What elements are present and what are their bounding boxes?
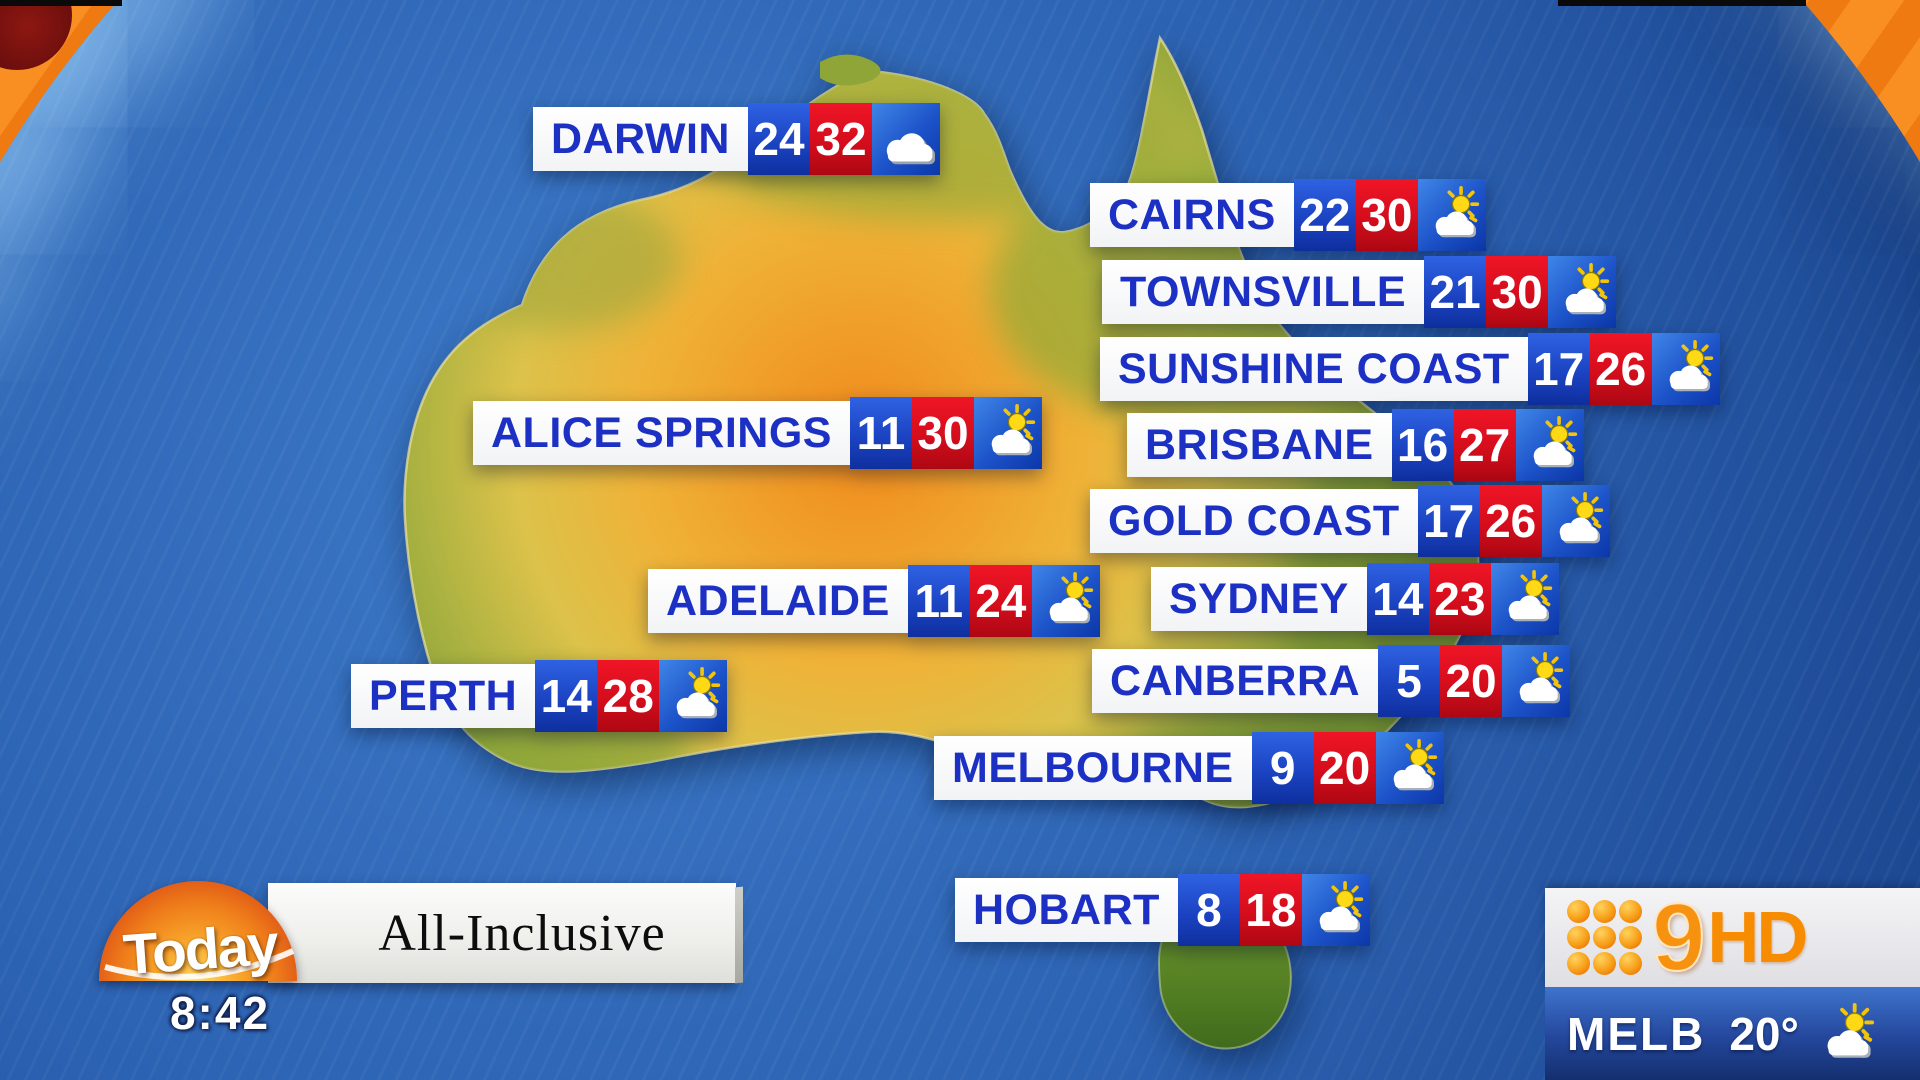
min-temp: 5 — [1378, 645, 1441, 717]
max-temp: 32 — [809, 103, 872, 175]
max-temp: 27 — [1453, 409, 1516, 481]
clock: 8:42 — [169, 987, 271, 1039]
sun-cloud-icon — [1301, 874, 1370, 946]
local-temperature: 20° — [1729, 1007, 1799, 1060]
today-show-logo: Today — [99, 881, 297, 987]
city-name: DARWIN — [533, 107, 748, 171]
city-name: ADELAIDE — [648, 569, 908, 633]
max-temp: 30 — [912, 397, 974, 469]
min-temp: 22 — [1293, 179, 1356, 251]
max-temp: 30 — [1486, 256, 1549, 328]
tiwi-islands — [820, 54, 881, 86]
screen-edge-artifact — [1558, 0, 1806, 6]
nine-dots-icon — [1567, 900, 1642, 975]
city-name: CANBERRA — [1092, 649, 1379, 713]
city-name: SUNSHINE COAST — [1100, 337, 1528, 401]
weather-label-brisbane: BRISBANE 16 27 — [1127, 409, 1584, 481]
sun-cloud-icon — [1031, 565, 1100, 637]
sun-cloud-icon — [659, 660, 728, 732]
sun-cloud-icon — [1541, 485, 1610, 557]
min-temp: 14 — [535, 660, 598, 732]
city-name: SYDNEY — [1151, 567, 1367, 631]
sun-cloud-icon — [1490, 563, 1559, 635]
min-temp: 17 — [1527, 333, 1590, 405]
weather-label-perth: PERTH 14 28 — [351, 660, 728, 732]
weather-label-darwin: DARWIN 24 32 — [533, 103, 940, 175]
program-banner: All-Inclusive — [268, 883, 736, 983]
sun-cloud-icon — [1417, 179, 1486, 251]
weather-label-adelaide: ADELAIDE 11 24 — [648, 565, 1100, 637]
weather-label-sunshine-coast: SUNSHINE COAST 17 26 — [1100, 333, 1720, 405]
sun-cloud-icon — [1375, 732, 1444, 804]
weather-label-sydney: SYDNEY 14 23 — [1151, 563, 1559, 635]
max-temp: 26 — [1479, 485, 1542, 557]
city-name: GOLD COAST — [1090, 489, 1418, 553]
local-city-label: MELB — [1567, 1007, 1706, 1060]
min-temp: 11 — [907, 565, 970, 637]
hd-badge: HD — [1707, 897, 1808, 978]
max-temp: 20 — [1313, 732, 1376, 804]
city-name: BRISBANE — [1127, 413, 1392, 477]
sun-cloud-icon — [1651, 333, 1720, 405]
min-temp: 11 — [850, 397, 912, 469]
today-logo-swoosh — [104, 948, 295, 980]
min-temp: 16 — [1391, 409, 1454, 481]
weather-label-melbourne: MELBOURNE 9 20 — [934, 732, 1444, 804]
max-temp: 28 — [597, 660, 660, 732]
city-name: CAIRNS — [1090, 183, 1294, 247]
banner-title: All-Inclusive — [378, 904, 666, 962]
min-temp: 8 — [1177, 874, 1240, 946]
max-temp: 26 — [1589, 333, 1652, 405]
city-name: PERTH — [351, 664, 536, 728]
city-name: HOBART — [955, 878, 1178, 942]
weather-label-townsville: TOWNSVILLE 21 30 — [1102, 256, 1617, 328]
weather-label-hobart: HOBART 8 18 — [955, 874, 1370, 946]
max-temp: 24 — [969, 565, 1032, 637]
sun-cloud-icon — [1548, 256, 1617, 328]
channel-9hd-panel: 9 HD — [1545, 888, 1920, 987]
sun-cloud-icon — [974, 397, 1042, 469]
local-weather-strip: MELB 20° — [1545, 987, 1920, 1080]
channel-9-logo: 9 — [1651, 883, 1706, 991]
min-temp: 9 — [1251, 732, 1314, 804]
cloud-icon — [871, 103, 940, 175]
today-logo-text: Today — [121, 912, 279, 988]
min-temp: 21 — [1424, 256, 1487, 328]
city-name: TOWNSVILLE — [1102, 260, 1425, 324]
max-temp: 30 — [1355, 179, 1418, 251]
sun-cloud-icon — [1515, 409, 1584, 481]
min-temp: 14 — [1366, 563, 1429, 635]
min-temp: 17 — [1417, 485, 1480, 557]
weather-label-cairns: CAIRNS 22 30 — [1090, 179, 1486, 251]
weather-label-canberra: CANBERRA 5 20 — [1092, 645, 1571, 717]
sun-cloud-icon — [1813, 1002, 1877, 1066]
weather-label-gold-coast: GOLD COAST 17 26 — [1090, 485, 1610, 557]
max-temp: 23 — [1428, 563, 1491, 635]
weather-label-alice-springs: ALICE SPRINGS 11 30 — [473, 397, 1042, 469]
max-temp: 18 — [1239, 874, 1302, 946]
sun-cloud-icon — [1502, 645, 1571, 717]
min-temp: 24 — [747, 103, 810, 175]
city-name: MELBOURNE — [934, 736, 1252, 800]
max-temp: 20 — [1440, 645, 1503, 717]
city-name: ALICE SPRINGS — [473, 401, 850, 465]
screen-edge-artifact — [0, 0, 122, 6]
